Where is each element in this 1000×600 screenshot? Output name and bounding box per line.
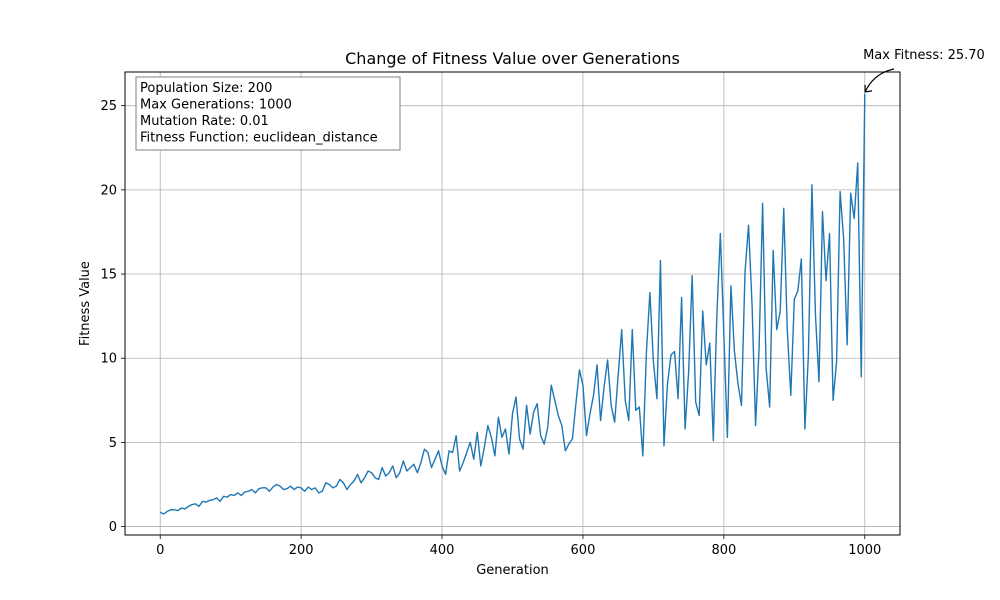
x-axis-title: Generation: [476, 563, 549, 578]
y-axis-ticks: 0 5 10 15 20 25: [100, 99, 125, 535]
x-tick-label: 1000: [848, 543, 881, 558]
info-max-generations: Max Generations: 1000: [140, 98, 292, 113]
y-tick-label: 0: [109, 520, 117, 535]
y-tick-label: 5: [109, 436, 117, 451]
info-mutation-rate: Mutation Rate: 0.01: [140, 114, 269, 129]
x-tick-label: 400: [430, 543, 455, 558]
y-tick-label: 15: [100, 268, 117, 283]
annotation-arrow-head: [864, 84, 873, 93]
series-layer: [159, 93, 866, 515]
info-population-size: Population Size: 200: [140, 81, 272, 96]
y-tick-label: 20: [100, 183, 117, 198]
annotation-arrow: [864, 68, 895, 93]
x-axis-ticks: 0 200 400 600 800 1000: [156, 535, 881, 558]
x-tick-label: 800: [711, 543, 736, 558]
max-fitness-annotation: Max Fitness: 25.70: [863, 48, 985, 93]
x-tick-label: 0: [156, 543, 164, 558]
y-tick-label: 25: [100, 99, 117, 114]
x-tick-label: 200: [289, 543, 314, 558]
info-box: Population Size: 200 Max Generations: 10…: [135, 76, 401, 151]
info-box-frame: [135, 76, 401, 151]
fitness-series-line: [159, 93, 866, 515]
info-fitness-function: Fitness Function: euclidean_distance: [140, 131, 378, 146]
annotation-label: Max Fitness: 25.70: [863, 48, 985, 63]
chart-title: Change of Fitness Value over Generations: [345, 49, 680, 68]
x-tick-label: 600: [571, 543, 596, 558]
plot-frame: [124, 71, 901, 536]
y-tick-label: 10: [100, 352, 117, 367]
y-axis-title: Fitness Value: [78, 261, 93, 346]
